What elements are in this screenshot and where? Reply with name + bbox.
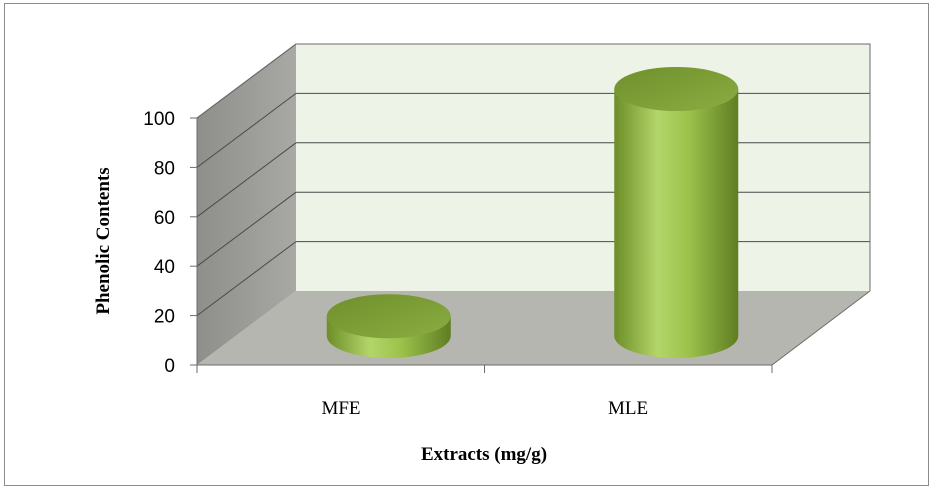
bar-top bbox=[614, 67, 739, 111]
side-wall bbox=[197, 44, 296, 365]
bar-mle bbox=[614, 67, 739, 358]
floor bbox=[197, 291, 870, 365]
category-label: MLE bbox=[608, 398, 648, 419]
gridline bbox=[196, 191, 297, 267]
bars bbox=[326, 67, 739, 358]
back-wall bbox=[296, 44, 870, 291]
y-axis-ticks: 0 20 40 60 80 100 bbox=[143, 109, 197, 377]
gridline bbox=[196, 241, 297, 317]
y-tick-label: 0 bbox=[164, 356, 175, 377]
x-axis-title: Extracts (mg/g) bbox=[421, 444, 547, 465]
y-tick-label: 60 bbox=[154, 208, 175, 229]
y-tick-label: 40 bbox=[154, 257, 175, 278]
bar-body bbox=[614, 89, 739, 358]
y-tick-label: 20 bbox=[154, 307, 175, 328]
category-label: MFE bbox=[321, 398, 360, 419]
floor-right-edge bbox=[771, 290, 871, 366]
gridline bbox=[196, 142, 297, 218]
gridline bbox=[196, 92, 297, 168]
y-tick-label: 100 bbox=[143, 109, 175, 130]
side-wall-edge bbox=[196, 43, 871, 365]
bar-top bbox=[326, 294, 451, 339]
x-axis-ticks bbox=[196, 365, 773, 373]
bar-mfe bbox=[326, 294, 451, 358]
y-tick-label: 80 bbox=[154, 158, 175, 179]
y-axis-title: Phenolic Contents bbox=[93, 167, 114, 314]
gridlines bbox=[196, 43, 870, 317]
